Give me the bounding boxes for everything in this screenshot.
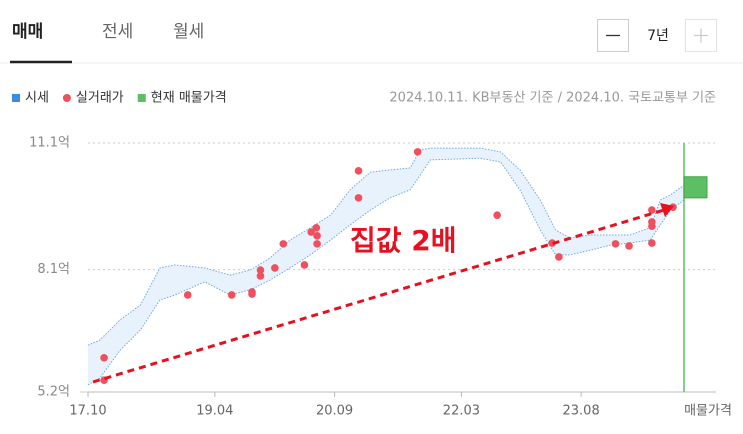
period-label: 7년 [647,28,669,44]
deal-point [183,291,192,299]
deal-point [648,239,656,247]
listing-range [683,176,708,199]
source-note: 2024.10.11. KB부동산 기준 / 2024.10. 국토교통부 기준 [389,91,716,106]
deal-point [648,206,656,214]
legend-swatch [62,94,71,102]
deal-point [354,167,363,175]
arrow-head [660,203,674,217]
deal-point [625,242,633,250]
annotation: 집값 2배 [350,224,457,257]
deal-point [312,224,321,232]
legend-swatch [12,94,20,102]
x-tick-label: 19.04 [196,404,233,419]
deal-point [313,232,321,240]
tab-active[interactable]: 매매 [12,22,43,42]
deal-point [611,240,620,248]
legend-swatch [137,94,146,102]
tab[interactable]: 월세 [173,22,204,42]
y-tick-label: 8.1억 [37,262,70,277]
legend-label: 실거래가 [76,91,124,106]
deal-point [413,148,422,156]
plus-button[interactable] [685,19,717,52]
deal-point [248,290,256,298]
band-upper [87,147,685,346]
x-tick-label: 23.08 [563,404,600,419]
y-tick-label: 11.1억 [29,136,70,151]
deal-point [548,239,556,247]
x-tick-label: 17.10 [69,404,106,419]
deal-point [313,240,321,248]
deal-point [648,222,656,230]
deal-point [555,253,563,261]
minus-button[interactable] [597,19,629,52]
band-lower [87,157,685,386]
y-tick-label: 5.2억 [37,385,70,400]
deal-point [300,261,309,269]
deal-point [256,272,265,280]
deal-point [354,194,363,202]
x-tick-label: 20.09 [316,404,353,419]
deal-point [493,211,501,219]
deal-point [279,240,288,248]
legend-label: 시세 [25,91,49,106]
legend-label: 현재 매물가격 [151,91,227,106]
x-tick-label: 22.03 [443,404,480,419]
trend-arrow [92,208,665,384]
deal-point [227,291,236,299]
deal-point [256,266,265,274]
listing-label: 매물가격 [684,404,732,419]
deal-point [100,354,108,362]
deal-point [271,264,279,272]
price-band [88,148,684,385]
tab[interactable]: 전세 [102,22,133,42]
plot: 5.2억 8.1억 11.1억 17.10 19.04 20.09 22.03 23.08 매물… [29,136,732,419]
deal-point [307,228,315,236]
